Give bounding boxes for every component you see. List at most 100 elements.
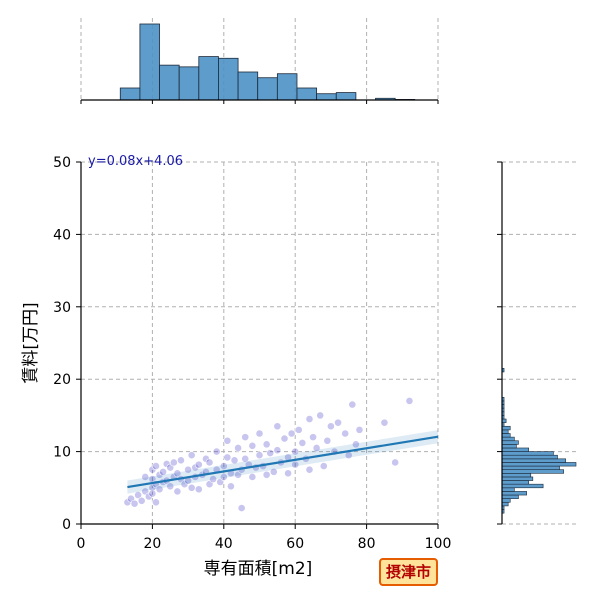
right-hist-bar xyxy=(501,444,517,449)
scatter-point xyxy=(237,504,246,512)
scatter-point xyxy=(351,440,360,449)
right-hist-bar xyxy=(501,476,534,481)
right-hist-bar xyxy=(501,418,507,423)
scatter-point xyxy=(380,418,389,427)
scatter-point xyxy=(273,422,282,431)
x-tick-label: 0 xyxy=(77,536,86,552)
scatter-point xyxy=(291,460,300,469)
scatter-point xyxy=(169,458,178,467)
right-hist-bar xyxy=(501,458,567,463)
right-hist-bar xyxy=(501,498,511,503)
x-tick-label: 20 xyxy=(143,536,161,552)
scatter-point xyxy=(269,467,278,476)
scatter-point xyxy=(219,473,228,481)
y-tick-label: 10 xyxy=(53,445,71,461)
scatter-point xyxy=(227,482,235,491)
x-tick-label: 60 xyxy=(286,536,304,552)
scatter-point xyxy=(234,444,242,452)
scatter-point xyxy=(177,456,185,465)
scatter-point xyxy=(184,465,192,474)
y-tick-label: 30 xyxy=(53,300,71,316)
city-badge: 摂津市 xyxy=(379,558,439,586)
right-histogram xyxy=(501,368,577,514)
right-hist-bar xyxy=(501,480,530,485)
scatter-point xyxy=(209,475,217,484)
scatter-point xyxy=(305,465,314,474)
scatter-point xyxy=(130,499,139,508)
scatter-point xyxy=(323,436,332,445)
scatter-point xyxy=(291,447,300,456)
regression-equation: y=0.08x+4.06 xyxy=(88,154,183,169)
scatter-point xyxy=(405,397,414,405)
x-axis-label: 専有面積[m2] xyxy=(204,559,313,579)
scatter-point xyxy=(152,462,160,470)
scatter-point xyxy=(262,440,271,449)
scatter-point xyxy=(341,429,350,438)
scatter-point xyxy=(255,429,264,438)
right-hist-bar xyxy=(501,487,515,492)
scatter-point xyxy=(326,422,335,431)
scatter-point xyxy=(141,473,150,481)
scatter-point xyxy=(316,411,325,420)
scatter-point xyxy=(312,444,321,452)
scatter-point xyxy=(334,418,342,427)
y-axis-label: 賃料[万円] xyxy=(21,302,41,383)
right-hist-bar xyxy=(501,462,577,467)
scatter-point xyxy=(262,470,271,479)
scatter-point xyxy=(219,462,228,470)
top-hist-bar xyxy=(296,87,318,101)
scatter-point xyxy=(134,491,143,499)
right-hist-bar xyxy=(501,501,509,507)
scatter-point xyxy=(166,482,175,491)
scatter-point xyxy=(273,446,282,455)
scatter-point xyxy=(280,434,289,443)
scatter-point xyxy=(155,485,164,494)
scatter-point xyxy=(355,425,364,434)
right-hist-bar xyxy=(501,494,519,499)
right-hist-bar xyxy=(501,436,515,442)
scatter-point xyxy=(255,451,264,460)
right-hist-bar xyxy=(501,465,560,470)
scatter-point xyxy=(391,458,400,467)
right-hist-bar xyxy=(501,433,511,438)
scatter-point xyxy=(223,436,232,445)
scatter-point xyxy=(205,458,214,467)
scatter-point xyxy=(137,496,146,505)
right-hist-bar xyxy=(501,440,519,445)
scatter-point xyxy=(298,439,307,447)
scatter-point xyxy=(305,415,314,423)
top-hist-bar xyxy=(218,57,239,101)
right-hist-bar xyxy=(501,447,530,452)
y-tick-label: 0 xyxy=(62,517,71,533)
scatter-point xyxy=(194,485,203,494)
right-hist-bar xyxy=(501,473,532,478)
top-histogram xyxy=(119,23,416,101)
right-hist-bar xyxy=(501,469,564,474)
scatter-point xyxy=(241,433,250,442)
top-hist-bar xyxy=(178,66,200,101)
scatter-point xyxy=(212,447,221,456)
scatter-point xyxy=(187,483,196,492)
scatter-point xyxy=(248,441,257,450)
right-hist-bar xyxy=(501,425,511,431)
right-hist-bar xyxy=(501,491,527,496)
y-tick-label: 50 xyxy=(53,155,71,171)
top-hist-bar xyxy=(139,23,160,101)
scatter-point xyxy=(284,469,292,478)
top-hist-bar xyxy=(316,93,337,101)
top-hist-bar xyxy=(159,64,180,101)
top-hist-bar xyxy=(257,77,278,101)
right-hist-bar xyxy=(501,429,509,434)
regression-line xyxy=(127,435,439,489)
scatter-point xyxy=(241,454,250,463)
right-hist-bar xyxy=(501,451,554,456)
scatter-point xyxy=(159,467,168,476)
x-tick-label: 40 xyxy=(215,536,233,552)
x-tick-label: 100 xyxy=(425,536,452,552)
top-hist-bar xyxy=(119,87,141,101)
y-tick-label: 40 xyxy=(53,227,71,243)
scatter-point xyxy=(152,498,160,507)
right-hist-bar xyxy=(501,483,544,489)
scatter-point xyxy=(319,462,328,470)
